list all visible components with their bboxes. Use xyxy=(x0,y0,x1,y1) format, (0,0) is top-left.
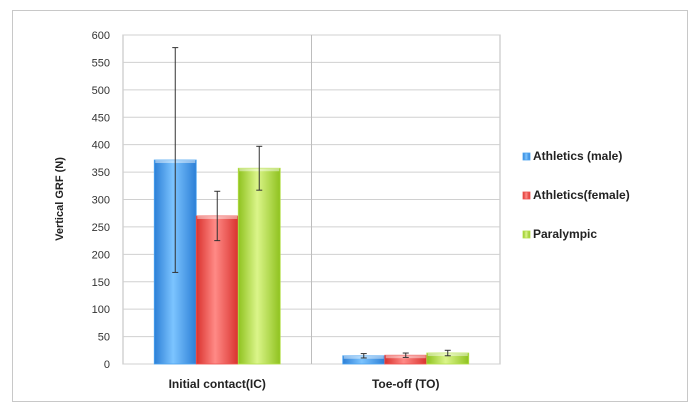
y-tick-label: 100 xyxy=(92,304,110,316)
legend: Athletics (male) Athletics(female) Paralym… xyxy=(522,149,630,241)
y-tick-label: 500 xyxy=(92,85,110,97)
y-tick-label: 600 xyxy=(92,30,110,42)
y-axis-label: Vertical GRF (N) xyxy=(54,157,66,241)
bar xyxy=(237,167,281,365)
x-axis-categories: Initial contact(IC) Toe-off (TO) xyxy=(169,377,440,391)
y-tick-label: 400 xyxy=(92,140,110,152)
x-category-label: Toe-off (TO) xyxy=(372,377,440,391)
legend-swatch xyxy=(522,152,531,161)
y-axis-ticks: 0 50 100 150 200 250 300 350 400 450 500 550 600 xyxy=(92,30,110,371)
legend-swatch xyxy=(522,230,531,239)
legend-label: Athletics(female) xyxy=(533,188,630,202)
legend-label: Paralympic xyxy=(533,227,597,241)
x-category-label: Initial contact(IC) xyxy=(169,377,266,391)
y-tick-label: 50 xyxy=(98,332,110,344)
y-tick-label: 0 xyxy=(104,359,110,371)
y-tick-label: 350 xyxy=(92,167,110,179)
chart-frame: 0 50 100 150 200 250 300 350 400 450 500 550 600 Ini… xyxy=(12,10,688,402)
legend-label: Athletics (male) xyxy=(533,149,622,163)
y-tick-label: 300 xyxy=(92,195,110,207)
y-tick-label: 200 xyxy=(92,249,110,261)
y-tick-label: 450 xyxy=(92,112,110,124)
y-tick-label: 550 xyxy=(92,57,110,69)
bar-chart: 0 50 100 150 200 250 300 350 400 450 500 550 600 Ini… xyxy=(54,30,630,391)
legend-swatch xyxy=(522,191,531,200)
y-tick-label: 250 xyxy=(92,222,110,234)
error-bars xyxy=(172,47,451,359)
y-tick-label: 150 xyxy=(92,277,110,289)
